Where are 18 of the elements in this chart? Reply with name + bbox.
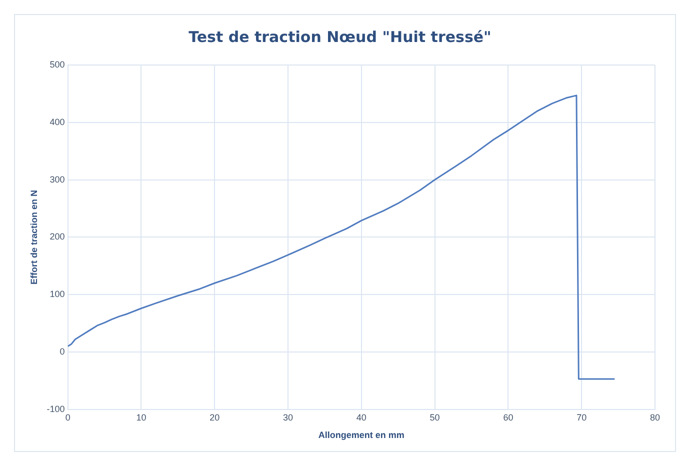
chart-title: Test de traction Nœud "Huit tressé" [188, 28, 492, 46]
x-tick-label: 50 [430, 412, 440, 422]
x-tick-label: 10 [136, 412, 146, 422]
y-tick-label: -100 [46, 404, 65, 414]
x-tick-label: 80 [650, 412, 660, 422]
y-tick-label: 0 [60, 346, 65, 356]
x-tick-label: 20 [210, 412, 220, 422]
y-axis-title: Effort de traction en N [28, 190, 39, 284]
x-tick-label: 60 [503, 412, 514, 422]
x-axis-title: Allongement en mm [318, 430, 404, 440]
y-tick-label: 200 [50, 232, 65, 242]
x-tick-label: 40 [356, 412, 366, 422]
x-tick-label: 70 [576, 412, 587, 422]
y-tick-label: 100 [50, 289, 65, 300]
x-tick-label: 30 [283, 412, 294, 422]
y-tick-label: 400 [50, 116, 65, 127]
y-tick-label: 300 [50, 174, 65, 184]
y-tick-label: 500 [50, 59, 65, 70]
